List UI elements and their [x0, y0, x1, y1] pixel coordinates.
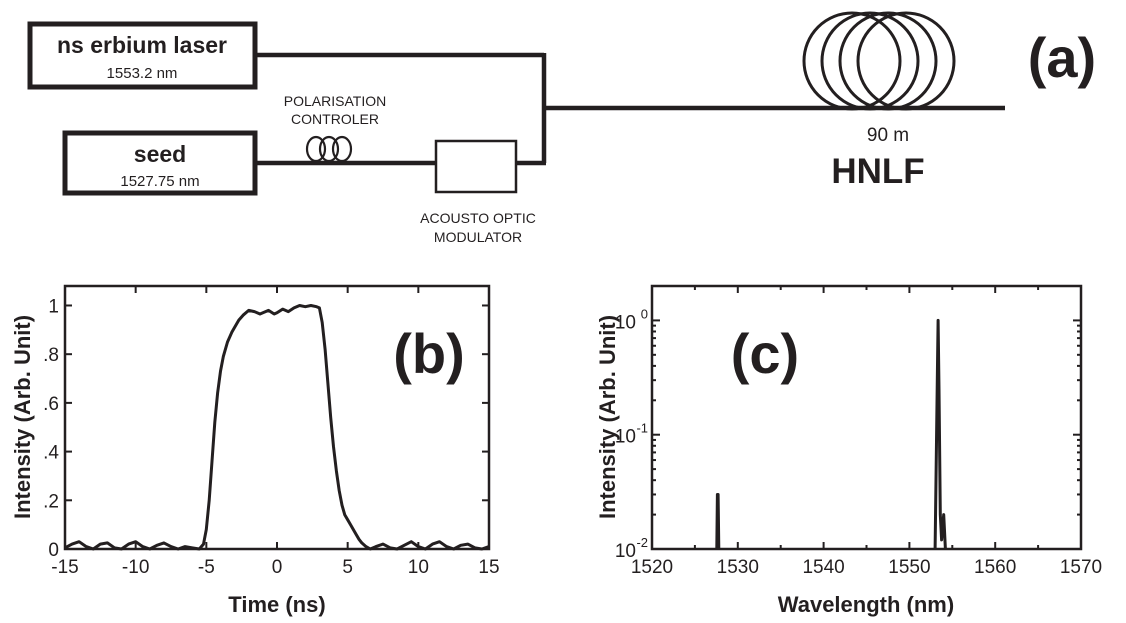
laser-wavelength: 1553.2 nm [107, 65, 178, 82]
chart-c-xtick-label: 1530 [717, 557, 759, 578]
chart-b-ytick-label: .6 [43, 394, 59, 415]
chart-c-series-line-1 [715, 493, 721, 550]
aom-box [434, 139, 518, 194]
setup-diagram: ns erbium laser 1553.2 nm seed 1527.75 n… [27, 11, 1096, 245]
chart-time-profile: -15 -10 -5 0 5 10 15 0 .2 .4 .6 .8 1 (b) Time (ns) I… [10, 284, 500, 617]
seed-title: seed [134, 141, 186, 167]
chart-b-ytick-label: .2 [43, 491, 59, 512]
chart-b-xlabel: Time (ns) [228, 592, 325, 617]
chart-c-xtick-label: 1520 [631, 557, 673, 578]
chart-c-xtick-label: 1560 [974, 557, 1016, 578]
chart-c-xtick-label: 1550 [888, 557, 930, 578]
chart-b-marks: -15 -10 -5 0 5 10 15 0 .2 .4 .6 .8 1 [43, 286, 500, 578]
chart-c-panel-label: (c) [731, 322, 799, 385]
chart-b-series-line [64, 304, 490, 551]
hnlf-length: 90 m [867, 125, 909, 146]
chart-c-xtick-label: 1570 [1060, 557, 1102, 578]
chart-c-xlabel: Wavelength (nm) [778, 592, 954, 617]
polarisation-label-line1: POLARISATION [284, 93, 386, 109]
chart-b-xtick-label: 5 [342, 557, 353, 578]
chart-b-xtick-label: -10 [122, 557, 149, 578]
hnlf-coil-icon [802, 11, 956, 111]
chart-b-xtick-label: 0 [272, 557, 283, 578]
aom-label-line1: ACOUSTO OPTIC [420, 210, 536, 226]
polarisation-label-line2: CONTROLER [291, 111, 379, 127]
chart-c-xtick-label: 1540 [802, 557, 844, 578]
seed-box [62, 130, 258, 196]
chart-c-ytick-label: 10 [615, 427, 636, 448]
panel-a-label: (a) [1028, 26, 1096, 89]
chart-b-ytick-label: 1 [48, 296, 59, 317]
chart-b-xtick-label: -15 [51, 557, 78, 578]
chart-b-ytick-label: .8 [43, 345, 59, 366]
chart-c-series-line-2 [933, 318, 947, 550]
chart-c-ytick-exponent: -2 [636, 535, 648, 550]
chart-b-ytick-label: .4 [43, 443, 59, 464]
polarisation-controller-icon [305, 135, 353, 163]
chart-c-ytick-exponent: 0 [641, 306, 648, 321]
chart-b-ylabel: Intensity (Arb. Unit) [10, 315, 35, 519]
chart-c-ylabel: Intensity (Arb. Unit) [595, 315, 620, 519]
hnlf-name: HNLF [831, 152, 924, 191]
chart-c-ytick-label: 10 [615, 541, 636, 562]
laser-title: ns erbium laser [57, 32, 227, 58]
chart-b-ytick-label: 0 [48, 540, 59, 561]
aom-label-line2: MODULATOR [434, 229, 522, 245]
chart-c-ytick-exponent: -1 [636, 421, 648, 436]
chart-b-xtick-label: -5 [198, 557, 215, 578]
chart-c-ytick-label: 10 [615, 312, 636, 333]
laser-box [27, 21, 258, 90]
seed-wavelength: 1527.75 nm [120, 173, 199, 190]
chart-b-xtick-label: 15 [478, 557, 499, 578]
chart-b-panel-label: (b) [393, 322, 465, 385]
chart-b-xtick-label: 10 [408, 557, 429, 578]
